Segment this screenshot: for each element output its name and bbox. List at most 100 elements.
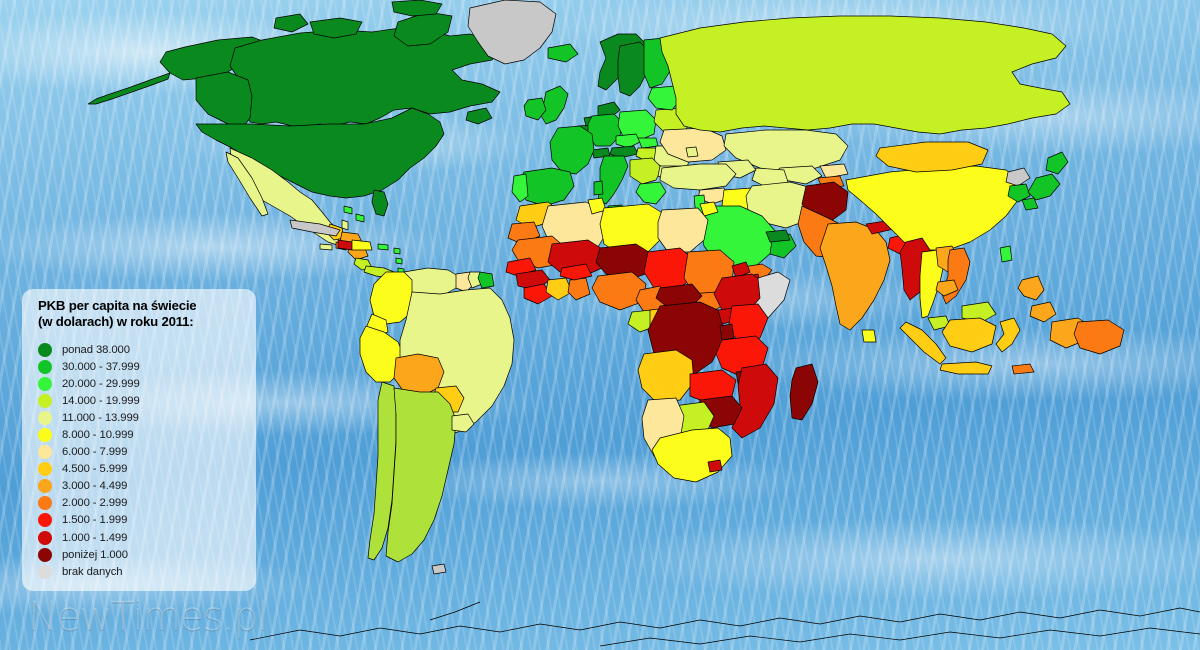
country-jamaica (319, 243, 333, 251)
country-kazakhstan[interactable] (723, 129, 849, 173)
country-lesotho (707, 459, 723, 473)
legend-title: PKB per capita na świecie (w dolarach) w… (38, 298, 197, 329)
country-canada[interactable] (229, 27, 501, 129)
country-gabon[interactable] (627, 309, 657, 333)
legend-swatch-icon (38, 342, 52, 357)
country-moldova (685, 146, 699, 158)
country-ivory-coast (545, 277, 573, 301)
country-philippines[interactable] (1017, 275, 1045, 301)
country-japan-honshu (1027, 173, 1061, 201)
islands-falkland (431, 563, 447, 575)
country-mali[interactable] (547, 239, 605, 277)
country-mozambique[interactable] (731, 363, 779, 439)
legend-label: brak danych (62, 565, 123, 578)
legend-label: 11.000 - 13.999 (62, 411, 139, 424)
country-philippines-south (1029, 301, 1057, 323)
country-uae[interactable] (765, 229, 791, 243)
legend-label: 1.000 - 1.499 (62, 531, 128, 544)
region-africa (505, 197, 819, 483)
country-haiti[interactable] (337, 239, 353, 251)
country-cuba[interactable] (289, 219, 341, 237)
island-ellesmere (391, 0, 443, 17)
country-burkina-faso (559, 263, 593, 281)
country-france[interactable] (549, 125, 595, 175)
region-south-america (359, 267, 515, 575)
country-canada-west (195, 71, 253, 127)
country-poland[interactable] (617, 109, 657, 141)
country-italy[interactable] (597, 155, 629, 205)
country-slovakia[interactable] (637, 137, 659, 149)
legend-row: 30.000 - 37.999 (38, 358, 256, 375)
country-peru[interactable] (359, 325, 405, 383)
legend-label: ponad 38.000 (62, 343, 130, 356)
region-asia (819, 141, 1125, 375)
country-indonesia-sumatra[interactable] (899, 321, 947, 365)
site-watermark: NewTimes.pl (28, 594, 268, 640)
legend-swatch-icon (38, 393, 52, 408)
legend-row: poniżej 1.000 (38, 546, 256, 563)
country-puerto-rico (377, 243, 389, 251)
country-angola[interactable] (637, 349, 695, 403)
island-banks (273, 13, 309, 33)
legend-swatch-icon (38, 359, 52, 374)
country-indonesia-java (939, 361, 993, 375)
country-south-korea[interactable] (1007, 183, 1031, 203)
islands-lesser-antilles (393, 247, 405, 275)
country-denmark[interactable] (597, 101, 621, 119)
country-jordan (699, 201, 719, 217)
legend-label: 2.000 - 2.999 (62, 497, 128, 510)
country-uruguay[interactable] (451, 413, 475, 433)
country-venezuela[interactable] (403, 267, 459, 299)
region-russia-central-asia (659, 15, 1071, 189)
country-greece[interactable] (635, 181, 667, 205)
country-dominican-republic[interactable] (351, 239, 373, 251)
country-egypt[interactable] (657, 207, 709, 253)
region-north-america (87, 0, 557, 279)
country-portugal[interactable] (511, 173, 529, 203)
antarctica-peninsula (429, 601, 481, 621)
country-japan-kyushu (1021, 197, 1039, 211)
legend-swatch-icon (38, 428, 52, 443)
legend-row: 1.000 - 1.499 (38, 529, 256, 546)
legend-swatch-icon (38, 479, 52, 494)
country-argentina[interactable] (385, 387, 457, 563)
antarctica-inner-coast (599, 627, 1200, 647)
legend-swatch-icon (38, 547, 52, 562)
legend-row: 11.000 - 13.999 (38, 409, 256, 426)
country-indonesia-borneo (941, 317, 997, 353)
country-czech-republic[interactable] (615, 133, 641, 149)
country-taiwan[interactable] (999, 245, 1013, 263)
antarctica-coast (249, 607, 1200, 641)
country-nigeria[interactable] (591, 271, 647, 311)
country-japan[interactable] (1045, 151, 1069, 175)
island-newfoundland (465, 107, 493, 125)
map-legend: PKB per capita na świecie (w dolarach) w… (22, 289, 256, 591)
country-us-florida (371, 189, 389, 217)
legend-label: 14.000 - 19.999 (62, 394, 140, 407)
country-iceland (547, 43, 579, 63)
country-greenland[interactable] (467, 0, 557, 65)
legend-row: 3.000 - 4.499 (38, 478, 256, 495)
country-niger[interactable] (595, 243, 653, 281)
country-rwanda-burundi (719, 323, 735, 341)
country-mongolia[interactable] (875, 141, 989, 173)
country-austria[interactable] (609, 145, 639, 159)
legend-row: brak danych (38, 563, 256, 580)
country-madagascar[interactable] (789, 363, 819, 421)
country-papua-new-guinea[interactable] (1073, 319, 1125, 355)
country-cambodia[interactable] (935, 279, 959, 297)
legend-swatch-icon (38, 376, 52, 391)
island-timor (1011, 363, 1035, 375)
legend-swatch-icon (38, 462, 52, 477)
legend-label: 1.500 - 1.999 (62, 514, 128, 527)
country-malaysia-borneo (961, 301, 997, 323)
country-french-guiana[interactable] (477, 271, 495, 289)
country-ireland[interactable] (523, 97, 547, 121)
country-russia[interactable] (659, 15, 1071, 135)
country-north-korea[interactable] (1005, 167, 1031, 187)
legend-label: 30.000 - 37.999 (62, 360, 140, 373)
island-sardinia (593, 180, 604, 196)
country-turkey[interactable] (659, 163, 737, 191)
country-germany[interactable] (587, 113, 623, 147)
country-india[interactable] (819, 221, 891, 331)
